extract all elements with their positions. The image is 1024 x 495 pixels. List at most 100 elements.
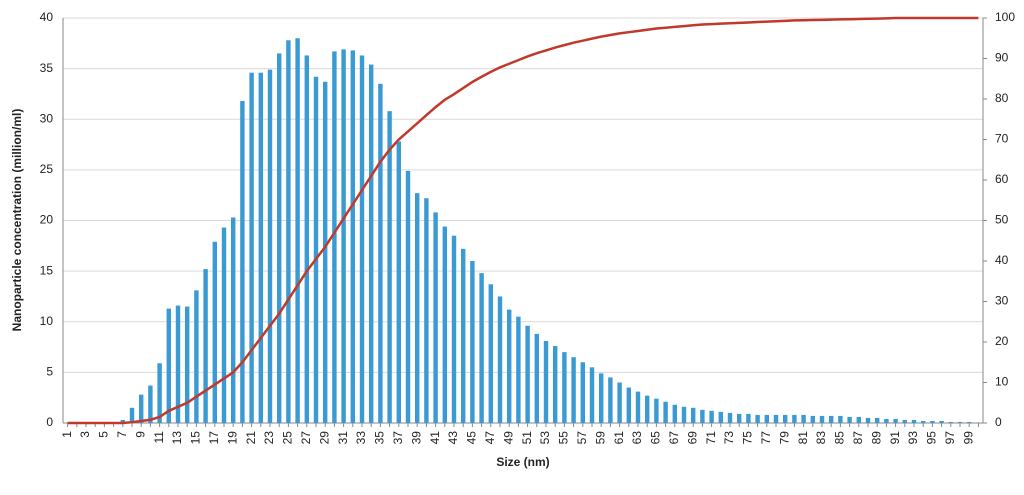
- x-tick-label: 91: [888, 431, 902, 445]
- bar: [911, 419, 917, 423]
- bar: [792, 414, 797, 423]
- bar: [405, 170, 411, 423]
- x-tick-label: 65: [649, 431, 663, 445]
- y2-tick-label: 90: [995, 51, 1009, 65]
- x-tick-label: 33: [354, 431, 368, 445]
- bar: [442, 226, 448, 423]
- y-tick-label: 35: [40, 61, 54, 75]
- bar: [644, 395, 650, 423]
- bar: [414, 193, 420, 423]
- x-tick-label: 3: [78, 431, 92, 438]
- bar: [451, 235, 457, 423]
- bar: [350, 50, 356, 424]
- bar: [902, 419, 908, 423]
- y-tick-label: 20: [40, 213, 54, 227]
- bar: [332, 51, 337, 423]
- x-tick-label: 81: [796, 431, 810, 445]
- bar: [203, 269, 208, 423]
- bar: [249, 72, 254, 424]
- y2-tick-label: 40: [995, 253, 1009, 267]
- bar: [884, 418, 889, 423]
- x-tick-label: 27: [299, 431, 313, 445]
- x-tick-label: 45: [465, 431, 479, 445]
- x-tick-label: 11: [152, 431, 166, 444]
- bar: [681, 406, 687, 423]
- x-tick-label: 5: [97, 431, 111, 438]
- bar: [626, 387, 632, 423]
- bar: [157, 363, 162, 423]
- bar: [534, 333, 540, 423]
- x-tick-label: 51: [520, 431, 534, 445]
- bar: [378, 83, 383, 423]
- bar: [608, 377, 613, 423]
- y2-tick-label: 0: [995, 415, 1002, 429]
- bar: [930, 420, 935, 423]
- bar: [212, 241, 218, 423]
- y-tick-label: 10: [40, 314, 54, 328]
- y-tick-label: 40: [40, 10, 54, 24]
- x-tick-label: 9: [133, 431, 147, 438]
- bar: [819, 415, 825, 423]
- bar: [856, 416, 862, 423]
- x-tick-label: 49: [501, 431, 515, 445]
- bar: [138, 394, 144, 423]
- x-tick-label: 99: [961, 431, 975, 445]
- x-tick-label: 39: [409, 431, 423, 445]
- bar: [672, 404, 678, 423]
- line: [67, 16, 979, 425]
- bar: [322, 81, 328, 423]
- bar: [470, 261, 475, 423]
- y-tick-label: 30: [40, 111, 54, 125]
- x-tick-label: 85: [833, 431, 847, 445]
- bar: [939, 420, 944, 423]
- bar: [488, 284, 494, 423]
- bar: [948, 421, 954, 423]
- bar: [304, 55, 310, 424]
- bar: [341, 49, 346, 423]
- x-tick-label: 43: [446, 431, 460, 445]
- x-tick-label: 67: [667, 431, 681, 445]
- bar: [258, 72, 264, 424]
- x-tick-label: 69: [685, 431, 699, 445]
- bar: [828, 415, 834, 423]
- bar: [506, 309, 512, 423]
- bar: [129, 407, 135, 423]
- bar: [387, 111, 392, 424]
- x-tick-label: 17: [207, 431, 221, 445]
- bar: [700, 409, 705, 423]
- bar: [727, 412, 733, 423]
- bar: [221, 227, 227, 423]
- y-tick-label: 0: [46, 415, 53, 429]
- x-tick-label: 23: [262, 431, 276, 445]
- bar: [562, 352, 567, 423]
- x-tick-label: 75: [741, 431, 755, 445]
- bar: [276, 53, 282, 423]
- bar: [525, 325, 530, 423]
- x-tick-label: 71: [704, 431, 718, 445]
- x-tick-label: 15: [189, 431, 203, 445]
- x-tick-label: 93: [906, 431, 920, 445]
- bar: [865, 417, 871, 423]
- bar: [838, 415, 843, 423]
- x-tick-label: 87: [851, 431, 865, 445]
- bar: [709, 410, 714, 423]
- x-tick-label: 7: [115, 431, 129, 438]
- bar: [286, 40, 291, 424]
- y2-tick-label: 20: [995, 334, 1009, 348]
- bar: [516, 316, 521, 423]
- bar: [782, 414, 788, 423]
- bar: [893, 418, 898, 423]
- bar: [810, 415, 816, 423]
- bar: [240, 101, 245, 424]
- x-tick-label: 35: [373, 431, 387, 445]
- bar: [755, 414, 760, 423]
- bar: [736, 413, 742, 423]
- bar: [617, 382, 622, 423]
- bar: [690, 407, 696, 423]
- bar: [966, 421, 972, 423]
- bar: [166, 308, 172, 423]
- x-tick-label: 77: [759, 431, 773, 445]
- y-axis-label: Nanoparticle concentration (million/ml): [10, 109, 24, 332]
- bar: [663, 401, 668, 423]
